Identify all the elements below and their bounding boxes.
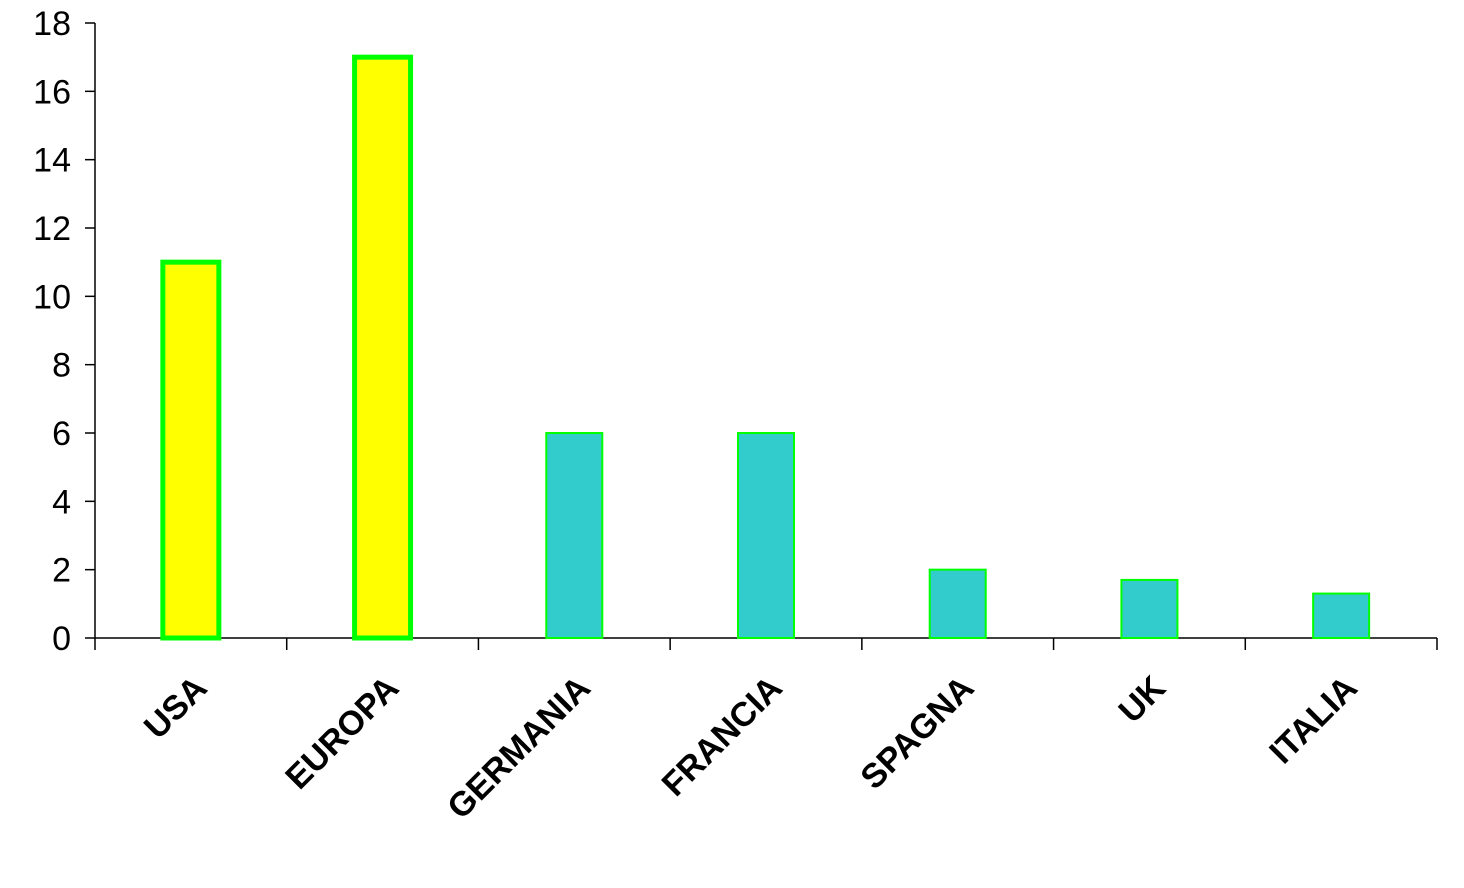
y-tick-label: 18 (33, 5, 71, 43)
x-axis (94, 637, 1438, 650)
y-tick-label: 12 (33, 210, 71, 248)
category-label-germania: GERMANIA (440, 669, 598, 827)
category-label-francia: FRANCIA (655, 669, 790, 804)
category-label-spagna: SPAGNA (853, 669, 981, 797)
bar-francia (737, 432, 795, 639)
category-label-europa: EUROPA (278, 669, 406, 797)
bars (160, 54, 1371, 641)
y-axis: 0 2 4 6 8 10 12 14 16 18 (33, 5, 96, 658)
y-tick-label: 2 (52, 552, 71, 590)
category-label-italia: ITALIA (1262, 669, 1365, 772)
y-tick-label: 16 (33, 73, 71, 111)
bar-germania (545, 432, 604, 639)
bar-usa (160, 259, 222, 641)
bar-italia (1312, 592, 1371, 639)
bar-europa (352, 54, 414, 641)
category-labels: USA EUROPA GERMANIA FRANCIA SPAGNA UK ITALIA (137, 668, 1365, 826)
y-tick-label: 6 (52, 415, 71, 453)
y-tick-label: 8 (52, 347, 71, 385)
bar-spagna (928, 568, 987, 640)
y-tick-label: 14 (33, 142, 71, 180)
category-label-uk: UK (1111, 668, 1173, 730)
y-tick-label: 4 (52, 483, 71, 521)
y-tick-label: 10 (33, 278, 71, 316)
y-tick-label: 0 (52, 620, 71, 658)
bar-uk (1120, 578, 1179, 640)
category-label-usa: USA (137, 669, 215, 747)
